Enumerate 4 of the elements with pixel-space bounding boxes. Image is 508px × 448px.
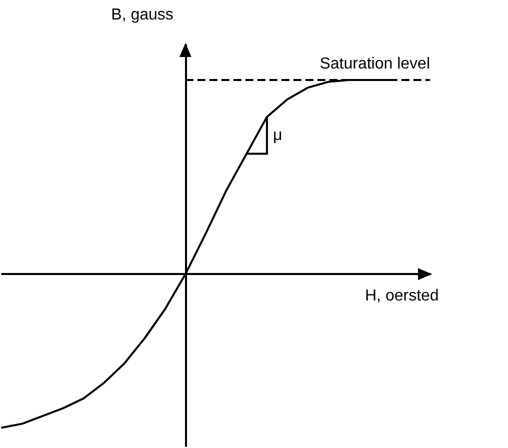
ref-line-label: Saturation level [320, 55, 430, 72]
x-axis-title: H, oersted [365, 288, 439, 305]
annotation: μ [272, 126, 282, 144]
y-axis-title: B, gauss [111, 6, 174, 24]
